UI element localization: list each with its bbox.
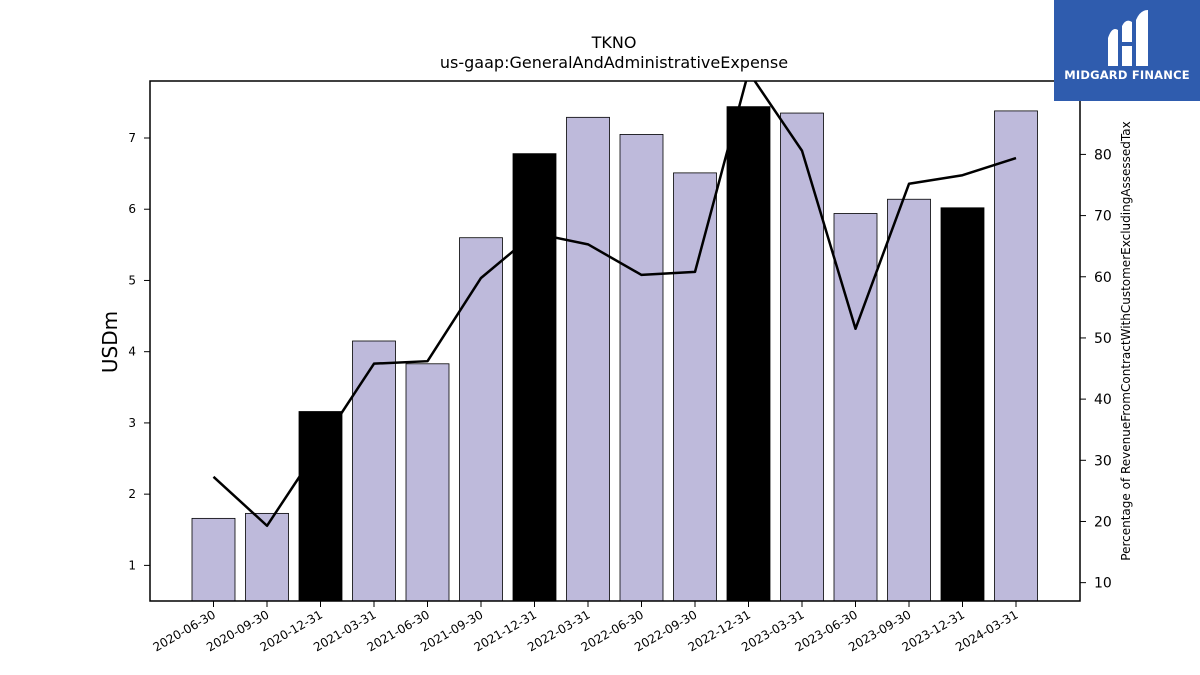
- logo-mark-icon: [1108, 10, 1148, 66]
- y-tick-label-right: 50: [1094, 331, 1112, 347]
- bar-2021-03-31: [352, 340, 396, 601]
- y-tick-label-right: 10: [1094, 576, 1112, 592]
- y-tick-label-left: 6: [128, 202, 136, 216]
- bar-2022-12-31: [726, 106, 771, 601]
- y-tick-label-left: 5: [128, 273, 136, 287]
- plot-frame: [149, 80, 1081, 602]
- bar-2023-09-30: [887, 198, 931, 601]
- bar-2022-06-30: [619, 134, 664, 601]
- bar-2024-03-31: [994, 110, 1038, 601]
- bar-2020-09-30: [245, 512, 289, 601]
- chart-subtitle: us-gaap:GeneralAndAdministrativeExpense: [440, 53, 788, 72]
- y-tick-label-right: 40: [1094, 392, 1112, 408]
- logo-text: MIDGARD FINANCE: [1064, 68, 1190, 82]
- y-axis-label-left: USDm: [98, 311, 122, 373]
- y-tick-label-right: 70: [1094, 209, 1112, 225]
- y-tick-label-left: 3: [128, 416, 136, 430]
- bar-2020-12-31: [298, 411, 343, 601]
- y-tick-label-left: 4: [128, 345, 136, 359]
- y-tick-label-right: 20: [1094, 514, 1112, 530]
- y-tick-label-right: 30: [1094, 453, 1112, 469]
- bar-2021-06-30: [405, 363, 450, 601]
- bar-2022-09-30: [673, 172, 717, 601]
- bar-2023-03-31: [780, 112, 824, 601]
- bar-2021-12-31: [512, 153, 557, 601]
- y-tick-label-right: 60: [1094, 270, 1112, 286]
- chart-title: TKNO: [591, 33, 637, 52]
- percentage-line: [212, 81, 1017, 528]
- y-tick-label-left: 1: [128, 558, 136, 572]
- bar-2023-06-30: [833, 213, 878, 601]
- y-tick-label-left: 2: [128, 487, 136, 501]
- bar-2023-12-31: [940, 207, 985, 601]
- y-tick-label-left: 7: [128, 131, 136, 145]
- brand-logo: MIDGARD FINANCE: [1054, 0, 1200, 101]
- bar-2021-09-30: [459, 237, 503, 601]
- bar-2022-03-31: [566, 116, 610, 601]
- y-tick-label-right: 80: [1094, 147, 1112, 163]
- bar-2020-06-30: [191, 517, 236, 601]
- y-axis-label-right: Percentage of RevenueFromContractWithCus…: [1119, 121, 1133, 560]
